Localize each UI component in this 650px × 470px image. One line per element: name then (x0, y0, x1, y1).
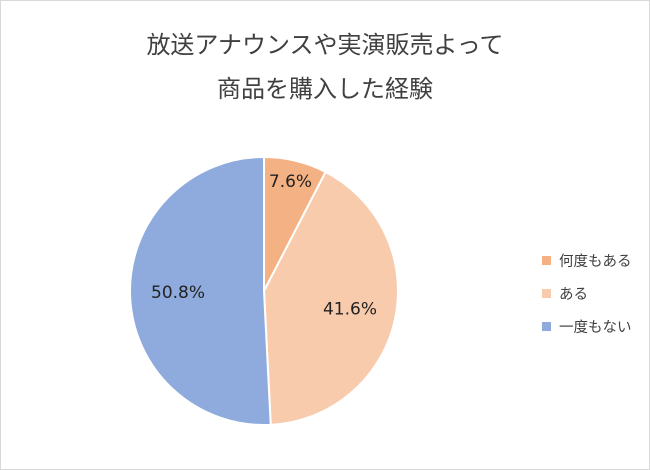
pie-label-aru: 41.6% (323, 300, 377, 320)
chart-title-line-1: 放送アナウンスや実演販売よって (146, 31, 504, 59)
legend: 何度もある ある 一度もない (542, 244, 632, 343)
legend-swatch (542, 256, 551, 265)
pie-slice-aru (262, 170, 399, 426)
chart-title-line-2: 商品を購入した経験 (217, 75, 433, 103)
legend-item-nandomo-aru: 何度もある (542, 244, 632, 277)
pie-slices (129, 155, 399, 426)
legend-item-aru: ある (542, 277, 632, 310)
chart-title: 放送アナウンスや実演販売よって 商品を購入した経験 (1, 23, 649, 111)
legend-swatch (542, 289, 551, 298)
legend-label: 何度もある (559, 254, 632, 270)
legend-label: 一度もない (559, 320, 632, 336)
legend-label: ある (559, 287, 588, 303)
pie-slice-ichidomo-nai (129, 155, 272, 426)
pie-label-nandomo-aru: 7.6% (269, 172, 312, 192)
pie-labels: 7.6% 41.6% 50.8% (151, 172, 377, 319)
pie-label-ichidomo-nai: 50.8% (151, 283, 205, 303)
legend-item-ichidomo-nai: 一度もない (542, 310, 632, 343)
legend-swatch (542, 322, 551, 331)
